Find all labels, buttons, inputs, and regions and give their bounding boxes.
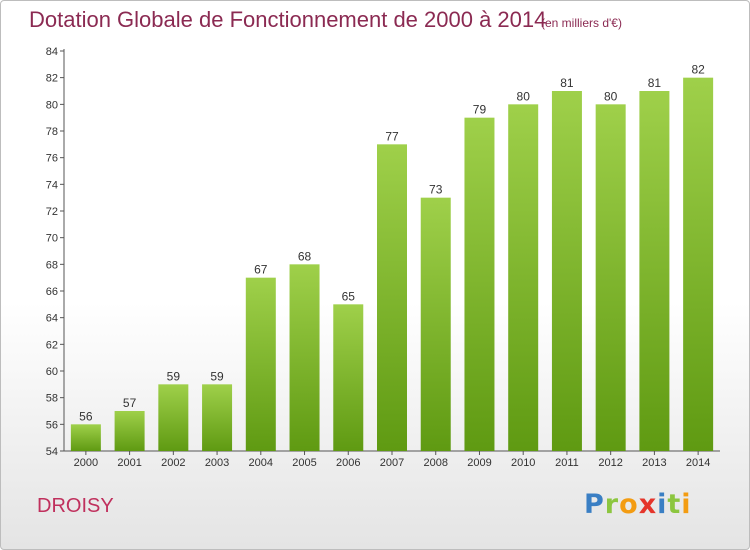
bar <box>202 384 233 451</box>
logo-letter: x <box>638 489 658 520</box>
x-tick-label: 2012 <box>598 457 622 469</box>
logo-letter: r <box>604 489 620 520</box>
bar-value-label: 81 <box>560 76 574 90</box>
logo-letter: P <box>584 489 605 520</box>
y-tick-label: 62 <box>46 339 58 351</box>
y-tick-label: 80 <box>46 99 58 111</box>
x-tick-label: 2000 <box>74 457 98 469</box>
y-tick-label: 70 <box>46 233 58 245</box>
bar-value-label: 77 <box>385 129 399 143</box>
bar-value-label: 56 <box>79 409 93 423</box>
commune-name: DROISY <box>37 495 114 517</box>
bar-value-label: 57 <box>123 396 137 410</box>
x-tick-label: 2008 <box>423 457 447 469</box>
bar <box>551 91 582 451</box>
logo-letter: i <box>681 489 692 520</box>
bar <box>158 384 189 451</box>
y-tick-label: 56 <box>46 419 58 431</box>
x-tick-label: 2009 <box>467 457 491 469</box>
bar <box>289 264 320 451</box>
proxiti-logo: Proxiti <box>584 489 692 520</box>
bar <box>683 77 714 452</box>
x-tick-label: 2004 <box>249 457 273 469</box>
bar-value-label: 59 <box>210 369 224 383</box>
bar-value-label: 68 <box>298 249 312 263</box>
y-tick-label: 58 <box>46 393 58 405</box>
bar-value-label: 67 <box>254 263 268 277</box>
bar <box>245 277 276 451</box>
logo-letter: t <box>667 489 682 520</box>
bar <box>508 104 539 451</box>
bar-value-label: 73 <box>429 183 443 197</box>
bar-value-label: 81 <box>648 76 662 90</box>
y-tick-label: 54 <box>46 446 58 458</box>
y-tick-label: 82 <box>46 73 58 85</box>
logo-letter: o <box>619 489 639 520</box>
bar-value-label: 82 <box>691 63 705 77</box>
y-tick-label: 72 <box>46 206 58 218</box>
bar-value-label: 79 <box>473 103 487 117</box>
y-tick-label: 76 <box>46 153 58 165</box>
y-tick-label: 68 <box>46 259 58 271</box>
x-tick-label: 2005 <box>292 457 316 469</box>
bar-value-label: 80 <box>517 89 531 103</box>
x-tick-label: 2014 <box>686 457 710 469</box>
bar-value-label: 59 <box>167 369 181 383</box>
chart-title: Dotation Globale de Fonctionnement de 20… <box>29 7 547 32</box>
bar <box>420 197 451 451</box>
bar <box>639 91 670 451</box>
y-tick-label: 66 <box>46 286 58 298</box>
bar <box>114 411 145 451</box>
y-tick-label: 78 <box>46 126 58 138</box>
bar-value-label: 80 <box>604 89 618 103</box>
x-tick-label: 2003 <box>205 457 229 469</box>
x-tick-label: 2013 <box>642 457 666 469</box>
bar <box>70 424 101 451</box>
bar <box>333 304 364 451</box>
y-tick-label: 74 <box>46 179 58 191</box>
y-tick-label: 84 <box>46 46 58 58</box>
bar <box>595 104 626 451</box>
bar <box>377 144 407 452</box>
x-tick-label: 2002 <box>161 457 185 469</box>
x-tick-label: 2010 <box>511 457 535 469</box>
y-tick-label: 60 <box>46 366 58 378</box>
y-tick-label: 64 <box>46 313 58 325</box>
logo-letter: i <box>657 489 668 520</box>
x-tick-label: 2011 <box>555 457 579 469</box>
chart-subtitle: (en milliers d'€) <box>541 16 622 30</box>
x-tick-label: 2007 <box>380 457 404 469</box>
x-tick-label: 2001 <box>117 457 141 469</box>
x-tick-label: 2006 <box>336 457 360 469</box>
bar <box>464 117 495 452</box>
bar-value-label: 65 <box>342 289 356 303</box>
